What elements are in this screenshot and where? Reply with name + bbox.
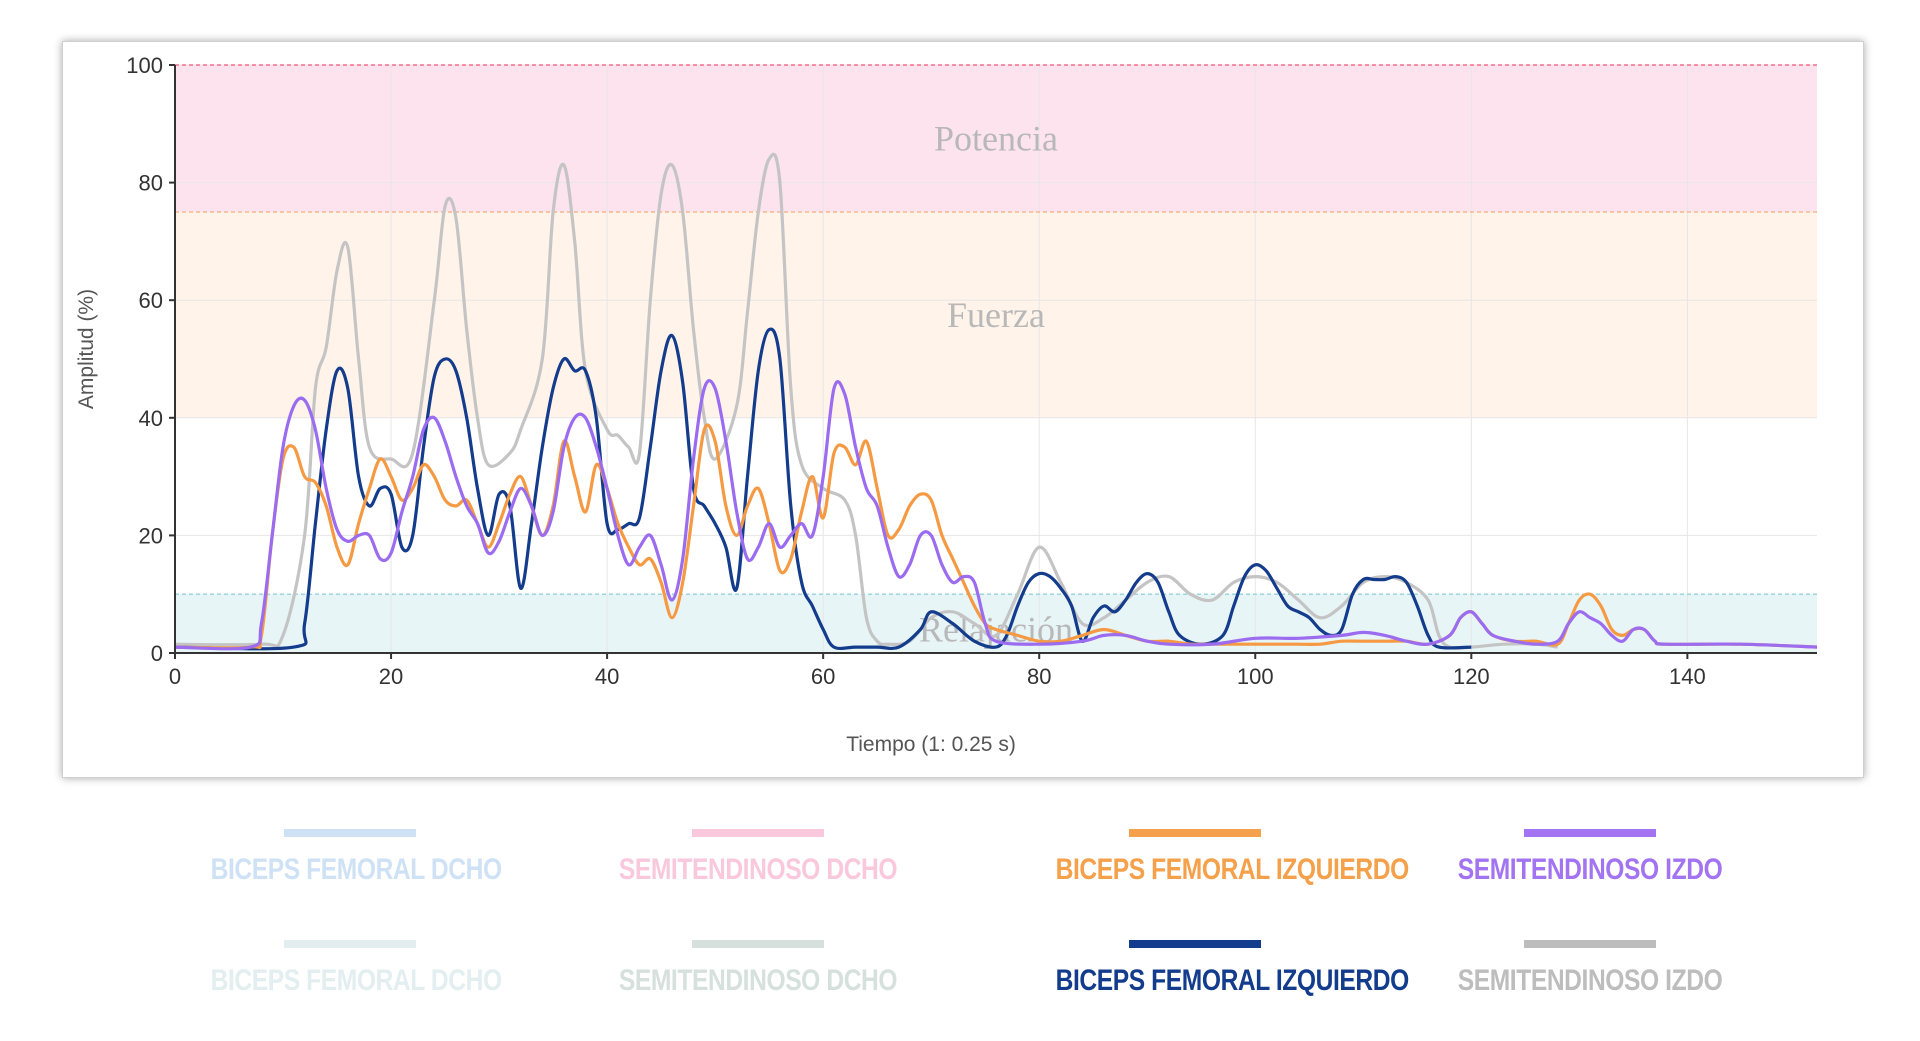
legend-label: SEMITENDINOSO IZDO — [1457, 964, 1723, 997]
legend-item[interactable]: SEMITENDINOSO IZDO — [1420, 829, 1760, 887]
legend-label: SEMITENDINOSO IZDO — [1457, 853, 1723, 886]
y-tick-label: 20 — [139, 523, 163, 548]
legend-item[interactable]: SEMITENDINOSO IZDO — [1420, 940, 1760, 998]
legend-swatch — [692, 940, 824, 948]
series-line — [174, 327, 1472, 651]
legend-swatch — [1524, 829, 1656, 837]
band-potencia — [175, 65, 1817, 212]
x-tick-label: 40 — [595, 664, 619, 689]
legend-swatch — [284, 940, 416, 948]
legend-swatch — [1129, 829, 1261, 837]
legend-item[interactable]: BICEPS FEMORAL DCHO — [180, 829, 520, 887]
x-tick-label: 20 — [379, 664, 403, 689]
y-tick-label: 40 — [139, 406, 163, 431]
legend-swatch — [1129, 940, 1261, 948]
band-label: Fuerza — [947, 295, 1045, 335]
legend-item[interactable]: SEMITENDINOSO DCHO — [588, 829, 928, 887]
band-label: Potencia — [934, 119, 1058, 159]
legend-item[interactable]: SEMITENDINOSO DCHO — [588, 940, 928, 998]
legend-swatch — [1524, 940, 1656, 948]
legend-label: BICEPS FEMORAL IZQUIERDO — [1055, 964, 1410, 997]
series-line — [174, 379, 1818, 651]
y-tick-label: 80 — [139, 171, 163, 196]
x-tick-label: 140 — [1669, 664, 1706, 689]
series-line — [174, 152, 1558, 650]
legend-label: BICEPS FEMORAL DCHO — [210, 964, 502, 997]
x-tick-label: 80 — [1027, 664, 1051, 689]
y-tick-label: 0 — [151, 641, 163, 666]
x-axis-label: Tiempo (1: 0.25 s) — [846, 733, 1016, 756]
legend-swatch — [284, 829, 416, 837]
legend-label: BICEPS FEMORAL IZQUIERDO — [1055, 853, 1410, 886]
legend-item[interactable]: BICEPS FEMORAL IZQUIERDO — [1025, 940, 1410, 998]
x-tick-label: 100 — [1237, 664, 1274, 689]
y-tick-label: 100 — [126, 53, 163, 78]
legend-item[interactable]: BICEPS FEMORAL DCHO — [180, 940, 520, 998]
legend-swatch — [692, 829, 824, 837]
x-tick-label: 60 — [811, 664, 835, 689]
legend-label: SEMITENDINOSO DCHO — [618, 964, 898, 997]
x-tick-label: 0 — [169, 664, 181, 689]
legend-label: BICEPS FEMORAL DCHO — [210, 853, 502, 886]
legend-item[interactable]: BICEPS FEMORAL IZQUIERDO — [1025, 829, 1410, 887]
band-fuerza — [175, 212, 1817, 418]
legend-label: SEMITENDINOSO DCHO — [618, 853, 898, 886]
y-tick-label: 60 — [139, 288, 163, 313]
y-axis-label: Amplitud (%) — [75, 289, 98, 409]
x-tick-label: 120 — [1453, 664, 1490, 689]
chart-card: Potencia Fuerza Relajación 0 20 40 60 80 100 0 20 4… — [62, 41, 1864, 778]
